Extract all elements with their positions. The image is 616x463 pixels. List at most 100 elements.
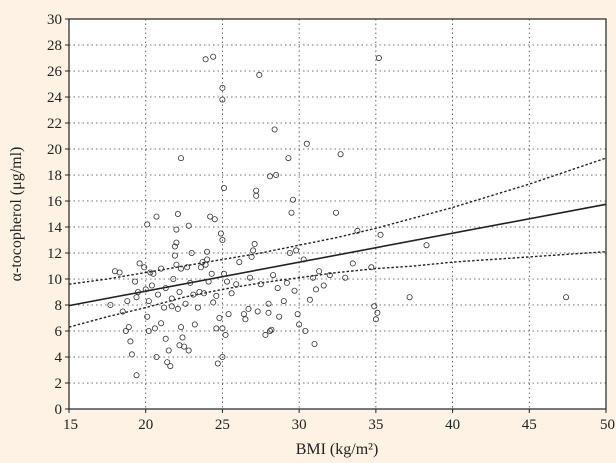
data-points xyxy=(107,53,570,379)
data-point xyxy=(134,288,141,295)
data-point xyxy=(174,305,181,312)
x-tick-label: 20 xyxy=(138,417,153,433)
data-point xyxy=(184,264,191,271)
data-point xyxy=(300,256,307,263)
data-point xyxy=(276,313,283,320)
data-point xyxy=(219,236,226,243)
y-tick-label: 0 xyxy=(55,402,63,418)
data-point xyxy=(223,278,230,285)
data-point xyxy=(158,265,165,272)
data-point xyxy=(283,279,290,286)
data-point xyxy=(185,347,192,354)
data-point xyxy=(191,321,198,328)
data-point xyxy=(285,155,292,162)
data-point xyxy=(179,334,186,341)
y-tick-label: 4 xyxy=(55,350,63,366)
confidence-lower-line xyxy=(68,251,607,328)
data-point xyxy=(204,248,211,255)
x-axis: 15 20 25 30 35 40 45 50 xyxy=(63,409,615,433)
confidence-bands xyxy=(68,157,607,328)
data-point xyxy=(219,96,226,103)
data-point xyxy=(147,269,154,276)
x-axis-title: BMI (kg/m²) xyxy=(296,441,379,458)
data-point xyxy=(332,209,339,216)
data-point xyxy=(177,155,184,162)
data-point xyxy=(257,281,264,288)
data-point xyxy=(316,268,323,275)
data-point xyxy=(144,221,151,228)
y-tick-label: 28 xyxy=(47,38,62,54)
data-point xyxy=(144,313,151,320)
data-point xyxy=(274,285,281,292)
data-point xyxy=(187,279,194,286)
data-point xyxy=(122,327,129,334)
data-point xyxy=(128,351,135,358)
data-point xyxy=(142,286,149,293)
x-tick-label: 35 xyxy=(368,417,383,433)
data-point xyxy=(171,252,178,259)
y-tick-label: 18 xyxy=(47,168,62,184)
data-point xyxy=(270,272,277,279)
x-tick-label: 25 xyxy=(215,417,230,433)
data-point xyxy=(225,311,232,318)
data-point xyxy=(228,290,235,297)
data-point xyxy=(217,230,224,237)
data-point xyxy=(253,187,260,194)
data-point xyxy=(190,291,197,298)
data-point xyxy=(245,305,252,312)
data-point xyxy=(202,261,209,268)
data-point xyxy=(265,300,272,307)
data-point xyxy=(423,242,430,249)
data-point xyxy=(194,304,201,311)
data-point xyxy=(162,285,169,292)
data-point xyxy=(141,264,148,271)
data-point xyxy=(171,243,178,250)
data-point xyxy=(251,240,258,247)
data-point xyxy=(265,309,272,316)
regression-line xyxy=(68,203,607,307)
y-tick-label: 24 xyxy=(47,90,63,106)
data-point xyxy=(349,260,356,267)
confidence-upper-line xyxy=(68,157,607,285)
data-point xyxy=(222,331,229,338)
data-point xyxy=(246,274,253,281)
data-point xyxy=(150,270,157,277)
data-point xyxy=(372,316,379,323)
data-point xyxy=(181,343,188,350)
data-point xyxy=(216,314,223,321)
data-point xyxy=(219,325,226,332)
data-point xyxy=(127,338,134,345)
y-tick-label: 10 xyxy=(47,272,62,288)
data-point xyxy=(303,140,310,147)
y-tick-label: 22 xyxy=(47,116,62,132)
data-point xyxy=(273,171,280,178)
data-point xyxy=(153,353,160,360)
x-tick-label: 40 xyxy=(445,417,460,433)
data-point xyxy=(220,184,227,191)
grid-lines xyxy=(69,19,606,409)
data-point xyxy=(165,347,172,354)
x-tick-label: 30 xyxy=(292,417,307,433)
data-point xyxy=(254,308,261,315)
data-point xyxy=(262,331,269,338)
data-point xyxy=(374,309,381,316)
data-point xyxy=(326,272,333,279)
data-point xyxy=(256,71,263,78)
data-point xyxy=(164,359,171,366)
y-tick-label: 14 xyxy=(47,220,63,236)
data-point xyxy=(242,316,249,323)
data-point xyxy=(311,340,318,347)
data-point xyxy=(197,264,204,271)
data-point xyxy=(154,291,161,298)
data-point xyxy=(167,363,174,370)
plot-area xyxy=(69,19,606,409)
data-point xyxy=(208,270,215,277)
data-point xyxy=(268,326,275,333)
plot-frame xyxy=(68,18,607,410)
data-point xyxy=(240,311,247,318)
data-point xyxy=(170,275,177,282)
data-point xyxy=(131,278,138,285)
data-point xyxy=(125,324,132,331)
data-point xyxy=(158,320,165,327)
data-point xyxy=(173,226,180,233)
